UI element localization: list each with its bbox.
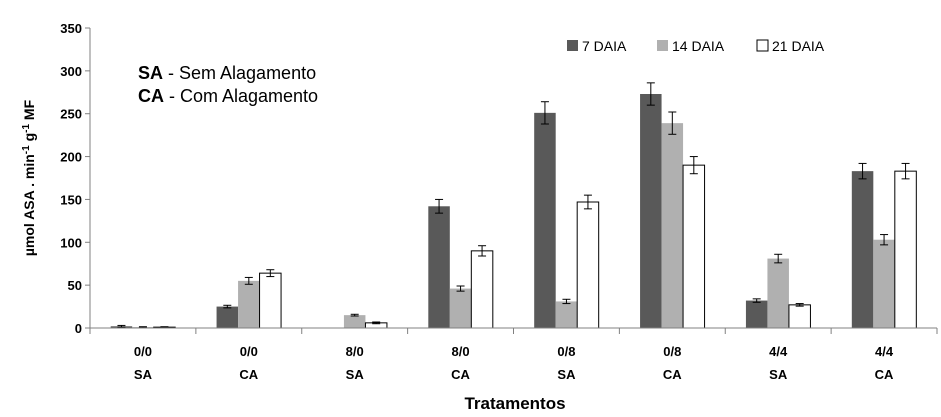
error-bar bbox=[540, 101, 549, 125]
bar-14-daia bbox=[449, 288, 472, 328]
legend-item: 7 DAIA bbox=[567, 38, 627, 54]
error-bar bbox=[478, 245, 487, 257]
legend-label: 14 DAIA bbox=[672, 38, 725, 54]
x-category-label-condition: SA bbox=[557, 367, 576, 382]
error-bar bbox=[244, 276, 253, 285]
bars bbox=[110, 94, 917, 329]
error-bar bbox=[901, 162, 910, 180]
error-bar bbox=[456, 285, 465, 292]
legend-swatch bbox=[756, 39, 769, 52]
legend-swatch bbox=[657, 40, 668, 51]
bar-7-daia bbox=[428, 206, 450, 328]
bar-14-daia bbox=[555, 301, 578, 328]
error-bar bbox=[117, 324, 126, 328]
x-category-label-treatment: 0/0 bbox=[134, 344, 152, 359]
error-bar bbox=[646, 82, 655, 106]
error-bar bbox=[668, 111, 677, 135]
legend-label: 21 DAIA bbox=[772, 38, 825, 54]
bar-14-daia bbox=[343, 315, 366, 328]
error-bar bbox=[858, 162, 867, 180]
legend-label: 7 DAIA bbox=[582, 38, 627, 54]
annotation-ca: CA - Com Alagamento bbox=[138, 86, 318, 106]
bar-14-daia bbox=[873, 239, 895, 328]
error-bar bbox=[774, 253, 783, 264]
bar-21-daia bbox=[576, 201, 600, 329]
bar-7-daia bbox=[216, 306, 239, 328]
error-bar bbox=[372, 321, 381, 325]
x-category-label-condition: SA bbox=[769, 367, 788, 382]
error-bar bbox=[435, 198, 444, 214]
y-axis-ticks: 0 50 100 150 200 250 300 350 bbox=[60, 21, 90, 336]
y-axis-title-text: µmol ASA . min-1 g-1 MF bbox=[21, 99, 38, 256]
x-category-label-treatment: 8/0 bbox=[452, 344, 470, 359]
y-tick-label: 350 bbox=[60, 21, 82, 36]
error-bar bbox=[138, 326, 147, 329]
x-axis-categories: 0/0 SA 0/0 CA 8/0 SA 8/0 CA 0/8 SA 0/8 CA 4/4 SA 4/4 CA bbox=[89, 328, 938, 382]
bar-21-daia bbox=[894, 170, 917, 329]
x-category-label-treatment: 8/0 bbox=[346, 344, 364, 359]
error-bar bbox=[223, 304, 232, 309]
error-bars bbox=[117, 82, 910, 329]
error-bar bbox=[583, 194, 592, 210]
annotation-sa: SA - Sem Alagamento bbox=[138, 63, 316, 83]
bar-7-daia bbox=[851, 171, 874, 328]
bar-14-daia bbox=[661, 123, 684, 329]
bar-21-daia bbox=[470, 250, 494, 329]
x-category-label-condition: SA bbox=[346, 367, 365, 382]
error-bar bbox=[689, 156, 698, 175]
x-category-label-treatment: 4/4 bbox=[769, 344, 788, 359]
bar-7-daia bbox=[745, 300, 768, 328]
x-category-label-condition: CA bbox=[875, 367, 894, 382]
x-category-label-condition: CA bbox=[239, 367, 258, 382]
x-category-label-treatment: 0/8 bbox=[663, 344, 681, 359]
y-tick-label: 0 bbox=[75, 321, 82, 336]
x-axis-title: Tratamentos bbox=[464, 394, 565, 413]
bar-14-daia bbox=[767, 258, 789, 328]
legend-item: 14 DAIA bbox=[657, 38, 725, 54]
x-category-label-condition: SA bbox=[134, 367, 153, 382]
x-category-label-treatment: 0/0 bbox=[240, 344, 258, 359]
x-category-label-treatment: 4/4 bbox=[875, 344, 894, 359]
bar-21-daia bbox=[259, 272, 282, 329]
error-bar bbox=[880, 234, 889, 246]
y-tick-label: 100 bbox=[60, 235, 82, 250]
error-bar bbox=[795, 303, 804, 307]
legend: 7 DAIA 14 DAIA 21 DAIA bbox=[567, 38, 825, 54]
error-bar bbox=[350, 313, 359, 317]
bar-14-daia bbox=[238, 280, 260, 328]
bar-7-daia bbox=[534, 112, 556, 328]
bar-7-daia bbox=[640, 94, 662, 328]
y-tick-label: 250 bbox=[60, 107, 82, 122]
bar-21-daia bbox=[682, 164, 706, 329]
annotations: SA - Sem Alagamento CA - Com Alagamento bbox=[138, 63, 318, 106]
y-tick-label: 200 bbox=[60, 150, 82, 165]
y-tick-label: 300 bbox=[60, 64, 82, 79]
legend-item: 21 DAIA bbox=[756, 38, 825, 54]
error-bar bbox=[266, 269, 275, 278]
x-category-label-treatment: 0/8 bbox=[557, 344, 575, 359]
legend-swatch bbox=[567, 40, 578, 51]
y-tick-label: 150 bbox=[60, 192, 82, 207]
x-category-label-condition: CA bbox=[451, 367, 470, 382]
error-bar bbox=[752, 298, 761, 303]
error-bar bbox=[160, 326, 169, 329]
error-bar bbox=[562, 298, 571, 305]
y-tick-label: 50 bbox=[68, 278, 82, 293]
bar-21-daia bbox=[788, 304, 811, 329]
y-axis-title: µmol ASA . min-1 g-1 MF bbox=[21, 99, 38, 256]
x-category-label-condition: CA bbox=[663, 367, 682, 382]
